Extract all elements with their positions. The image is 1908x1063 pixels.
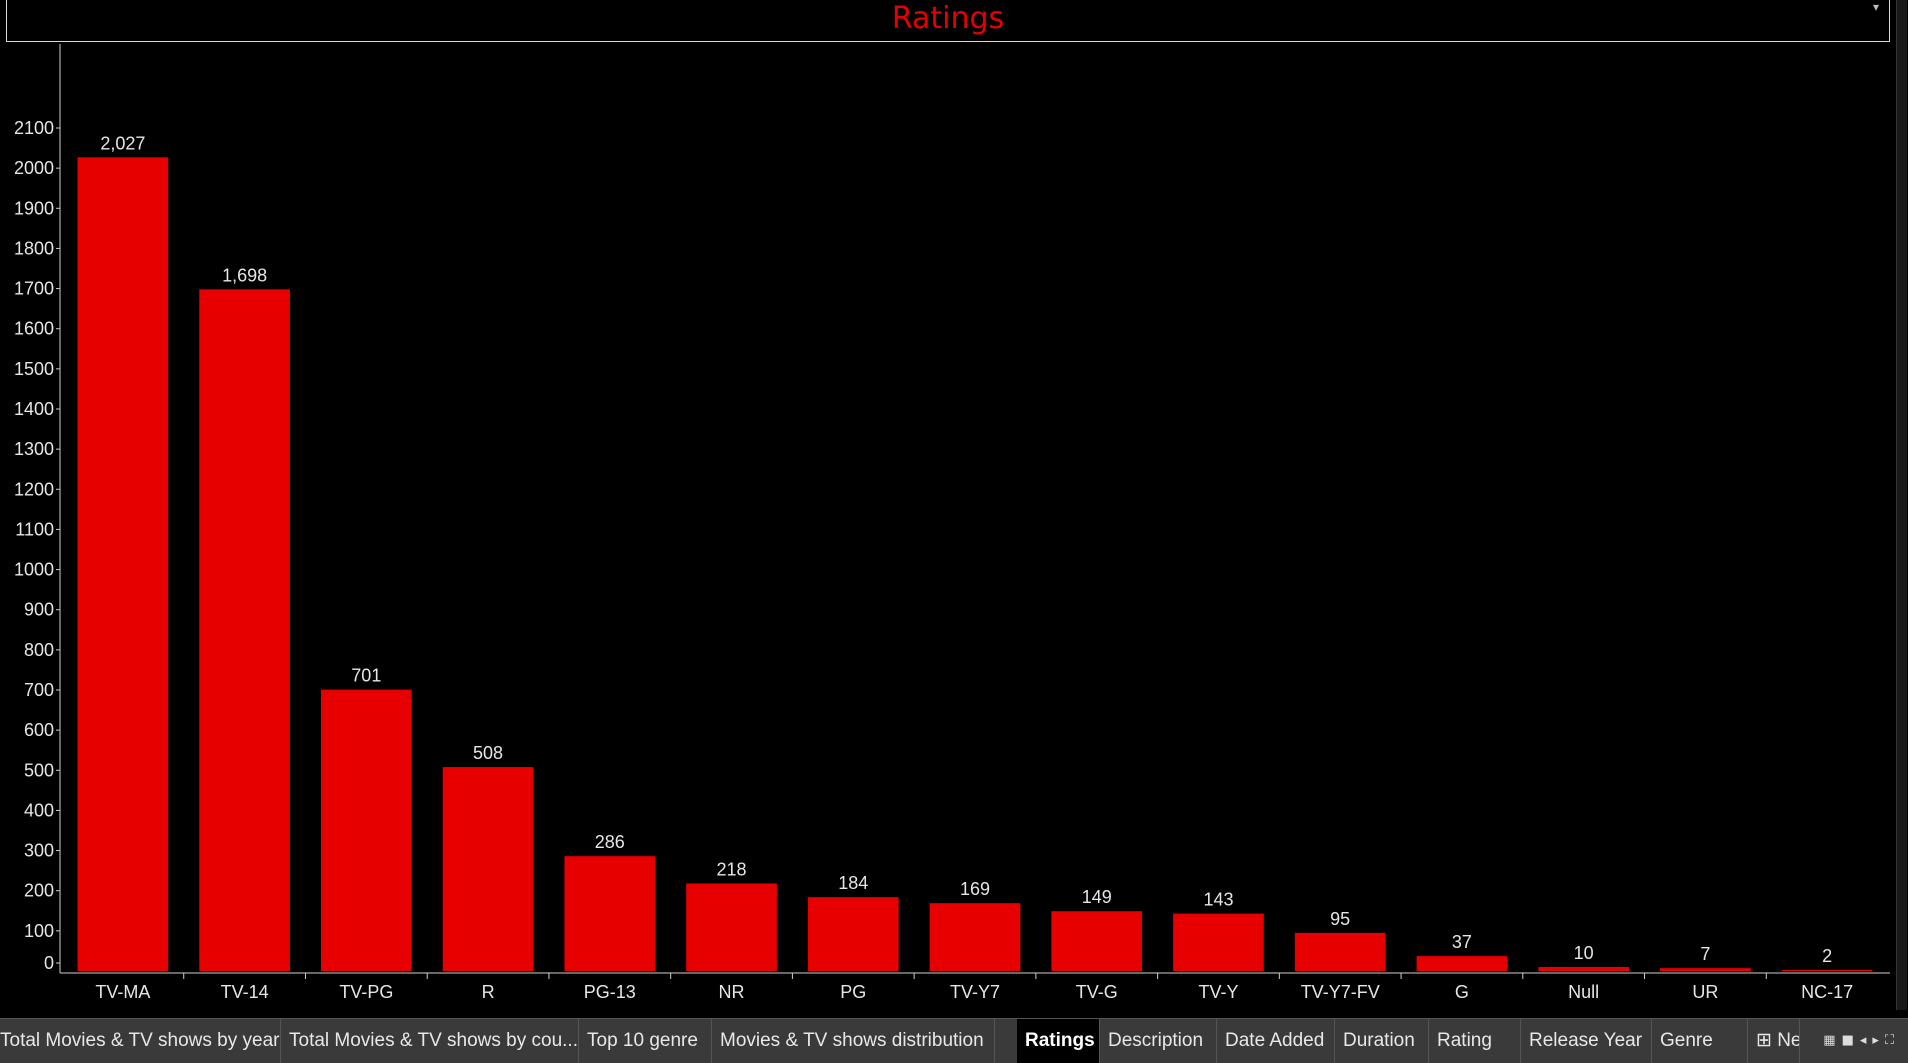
y-tick-label: 2000 xyxy=(14,158,54,178)
bar-value-label: 701 xyxy=(351,666,381,686)
bar xyxy=(1294,932,1386,971)
bar-value-label: 2,027 xyxy=(100,133,145,153)
x-category-label: TV-Y7 xyxy=(950,982,1000,1002)
y-tick-label: 700 xyxy=(24,680,54,700)
bar-chart: 0 100 200 300 400 500 600 700 800 900 1000 1100 1200… xyxy=(0,44,1908,1014)
sheet-tab-bar: Total Movies & TV shows by years Total Mo… xyxy=(0,1018,1908,1063)
bar xyxy=(77,157,169,971)
bar-value-label: 286 xyxy=(595,832,625,852)
tab-genre[interactable]: Genre xyxy=(1652,1019,1748,1063)
bar xyxy=(442,767,534,971)
y-tick-label: 1000 xyxy=(14,560,54,580)
bar-value-label: 508 xyxy=(473,743,503,763)
bar xyxy=(1538,966,1630,971)
bar-chart-svg: 0 100 200 300 400 500 600 700 800 900 1000 1100 1200… xyxy=(14,44,1890,1002)
bar-value-label: 2 xyxy=(1822,946,1832,966)
x-category-label: NC-17 xyxy=(1801,982,1853,1002)
bar xyxy=(929,903,1021,971)
bar-value-label: 143 xyxy=(1203,890,1233,910)
tab-total-movies-tv-shows-by-cou[interactable]: Total Movies & TV shows by cou... xyxy=(281,1019,579,1063)
tab-duration[interactable]: Duration xyxy=(1335,1019,1429,1063)
x-category-label: G xyxy=(1455,982,1469,1002)
y-tick-label: 500 xyxy=(24,760,54,780)
x-category-label: TV-G xyxy=(1076,982,1118,1002)
chart-title: Ratings xyxy=(891,1,1005,36)
y-tick-label: 800 xyxy=(24,640,54,660)
tab-description[interactable]: Description xyxy=(1100,1019,1217,1063)
bar-value-label: 10 xyxy=(1574,943,1594,963)
bar xyxy=(199,289,290,971)
y-tick-label: 100 xyxy=(24,921,54,941)
bar xyxy=(1781,970,1873,971)
x-category-label: TV-PG xyxy=(339,982,393,1002)
tab-ratings[interactable]: Ratings xyxy=(1017,1019,1100,1063)
y-tick-label: 1200 xyxy=(14,479,54,499)
tab-movies-tv-shows-distribution[interactable]: Movies & TV shows distribution xyxy=(712,1019,995,1063)
y-tick-label: 0 xyxy=(44,953,54,973)
y-tick-label: 400 xyxy=(24,800,54,820)
tab-navigation-controls[interactable]: ▦■◂▸⛶ xyxy=(1823,1033,1900,1048)
bar-value-label: 184 xyxy=(838,873,868,893)
y-tick-label: 1900 xyxy=(14,198,54,218)
y-tick-label: 1800 xyxy=(14,238,54,258)
bar xyxy=(1051,911,1143,971)
vertical-scrollbar[interactable] xyxy=(1896,0,1907,1010)
tab-top-10-genre[interactable]: Top 10 genre xyxy=(579,1019,712,1063)
y-tick-label: 1600 xyxy=(14,319,54,339)
bar-value-label: 7 xyxy=(1700,944,1710,964)
bar-value-label: 1,698 xyxy=(222,265,267,285)
y-tick-label: 900 xyxy=(24,600,54,620)
x-category-label: R xyxy=(482,982,495,1002)
tab-date-added[interactable]: Date Added xyxy=(1217,1019,1335,1063)
tab-rating[interactable]: Rating xyxy=(1429,1019,1521,1063)
y-tick-label: 200 xyxy=(24,881,54,901)
bar-value-label: 169 xyxy=(960,879,990,899)
x-category-label: TV-MA xyxy=(95,982,150,1002)
y-tick-label: 600 xyxy=(24,720,54,740)
bar-value-label: 149 xyxy=(1082,887,1112,907)
bar xyxy=(1416,956,1508,971)
y-tick-label: 300 xyxy=(24,841,54,861)
x-category-label: TV-Y xyxy=(1198,982,1238,1002)
y-tick-label: 1500 xyxy=(14,359,54,379)
x-category-label: UR xyxy=(1692,982,1718,1002)
bar xyxy=(1660,968,1751,971)
bar xyxy=(564,856,656,971)
x-category-label: TV-Y7-FV xyxy=(1301,982,1380,1002)
x-category-label: TV-14 xyxy=(221,982,269,1002)
tab-net[interactable]: ⊞ Net xyxy=(1748,1019,1800,1063)
y-tick-label: 1400 xyxy=(14,399,54,419)
bar xyxy=(1173,913,1264,971)
y-tick-label: 1100 xyxy=(15,519,54,539)
bar-value-label: 218 xyxy=(717,859,747,879)
y-tick-label: 1700 xyxy=(14,279,54,299)
tab-release-year[interactable]: Release Year xyxy=(1521,1019,1652,1063)
bar-value-label: 37 xyxy=(1452,932,1472,952)
y-tick-label: 2100 xyxy=(14,118,54,138)
x-category-label: NR xyxy=(719,982,745,1002)
bar xyxy=(320,689,412,971)
x-category-label: PG xyxy=(840,982,866,1002)
chart-title-box: Ratings ▾ xyxy=(6,0,1890,42)
x-category-label: Null xyxy=(1568,982,1599,1002)
bar xyxy=(807,897,899,971)
tab-total-movies-tv-shows-by-years[interactable]: Total Movies & TV shows by years xyxy=(0,1019,281,1063)
bar-value-label: 95 xyxy=(1330,909,1350,929)
title-dropdown-icon[interactable]: ▾ xyxy=(1872,0,1879,14)
y-tick-label: 1300 xyxy=(14,439,54,459)
bar xyxy=(686,883,777,971)
x-category-label: PG-13 xyxy=(584,982,636,1002)
